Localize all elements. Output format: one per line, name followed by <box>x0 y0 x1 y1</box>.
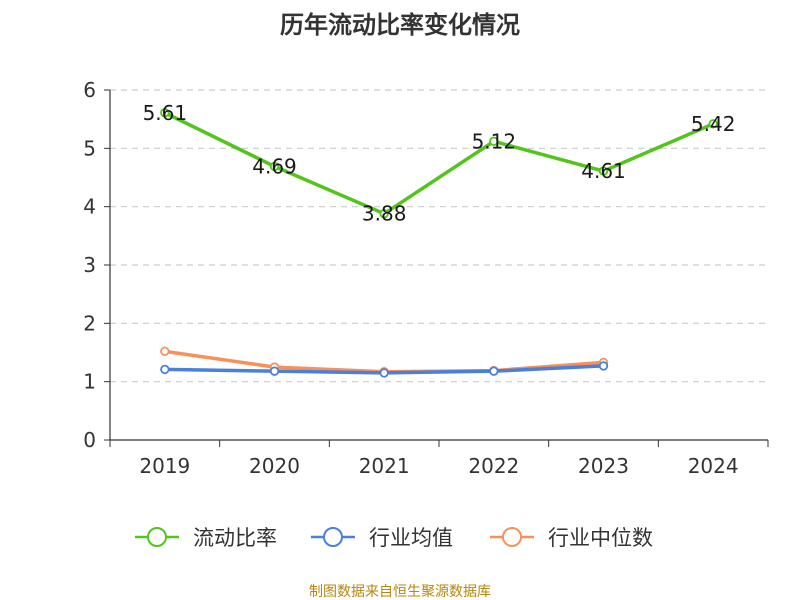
data-point <box>489 366 499 376</box>
data-point <box>379 208 389 219</box>
legend: 流动比率 行业均值 行业中位数 <box>135 526 653 550</box>
data-point <box>160 346 170 357</box>
y-tick-label: 2 <box>83 311 96 335</box>
legend-marker <box>323 527 343 547</box>
data-point <box>379 368 389 378</box>
x-tick-label: 2019 <box>139 454 190 478</box>
axes: 0 1 2 3 4 5 6 2019 2020 2021 2022 2023 2024 <box>83 78 769 478</box>
data-point <box>160 108 170 118</box>
series-line <box>164 111 714 216</box>
legend-label: 行业均值 <box>369 526 453 550</box>
data-labels: 5.61 4.69 3.88 5.12 4.61 5.42 <box>143 101 736 226</box>
source-note: 制图数据来自恒生聚源数据库 <box>309 584 491 600</box>
chart-title: 历年流动比率变化情况 <box>280 11 520 39</box>
legend-label: 流动比率 <box>193 526 277 550</box>
legend-marker <box>147 527 167 547</box>
data-point <box>708 119 718 129</box>
y-tick-label: 3 <box>83 253 96 277</box>
legend-marker <box>502 527 522 547</box>
data-point <box>269 161 280 172</box>
y-tick-label: 1 <box>83 370 96 394</box>
data-label: 4.69 <box>252 154 297 178</box>
legend-label: 行业中位数 <box>548 526 653 550</box>
data-point <box>489 136 499 147</box>
data-label: 5.61 <box>143 101 188 125</box>
x-tick-label: 2023 <box>578 454 629 478</box>
x-tick-label: 2021 <box>359 454 410 478</box>
x-tick-label: 2020 <box>249 454 300 478</box>
y-tick-label: 5 <box>83 136 96 160</box>
data-point <box>598 166 609 176</box>
data-label: 5.42 <box>691 112 736 136</box>
data-point <box>160 364 170 375</box>
data-label: 3.88 <box>362 202 407 226</box>
data-point <box>269 366 280 376</box>
data-label: 5.12 <box>472 129 517 153</box>
y-tick-label: 4 <box>83 195 96 219</box>
series-layer <box>160 108 718 378</box>
x-tick-label: 2024 <box>688 454 739 478</box>
data-point <box>598 361 609 371</box>
y-tick-label: 6 <box>83 78 96 102</box>
x-tick-label: 2022 <box>468 454 519 478</box>
y-tick-label: 0 <box>83 428 96 452</box>
data-label: 4.61 <box>581 159 626 183</box>
